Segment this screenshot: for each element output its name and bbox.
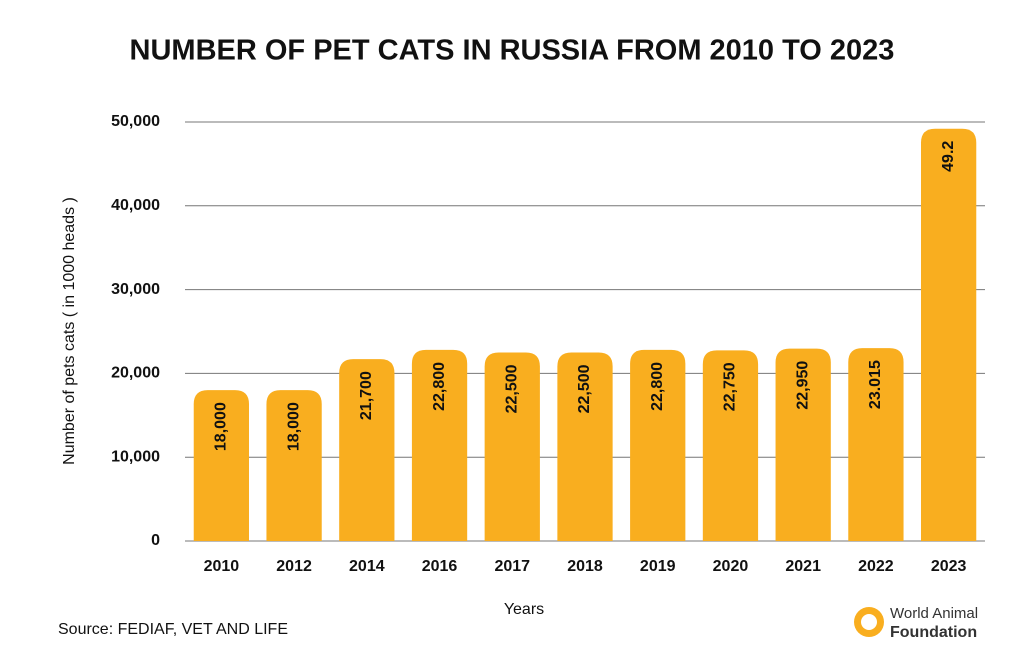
x-tick-label: 2021 <box>785 558 821 575</box>
value-label: 22,950 <box>794 361 811 410</box>
y-tick-label: 0 <box>151 532 160 549</box>
x-tick-label: 2023 <box>931 558 967 575</box>
x-tick-label: 2012 <box>276 558 312 575</box>
value-label: 22,750 <box>722 362 739 411</box>
y-tick-label: 50,000 <box>111 113 160 130</box>
bar <box>702 350 759 541</box>
value-label: 23.015 <box>867 360 884 409</box>
y-axis-label: Number of pets cats ( in 1000 heads ) <box>61 197 78 465</box>
bar <box>557 352 613 541</box>
value-label: 22,800 <box>431 362 448 411</box>
chart-title: NUMBER OF PET CATS IN RUSSIA FROM 2010 T… <box>130 35 895 67</box>
logo-line1: World Animal <box>890 605 978 622</box>
y-tick-label: 10,000 <box>111 448 160 465</box>
x-tick-label: 2010 <box>204 558 240 575</box>
y-tick-label: 40,000 <box>111 197 160 214</box>
value-label: 22,800 <box>649 362 666 411</box>
bar <box>339 359 395 541</box>
x-tick-label: 2017 <box>494 558 530 575</box>
y-tick-label: 30,000 <box>111 281 160 298</box>
x-tick-label: 2019 <box>640 558 676 575</box>
value-label: 18,000 <box>213 402 230 451</box>
value-label: 22,500 <box>503 364 520 413</box>
x-tick-label: 2016 <box>422 558 458 575</box>
bar <box>775 348 831 541</box>
bar <box>411 349 468 541</box>
bar <box>848 348 904 541</box>
value-label: 22,500 <box>576 364 593 413</box>
y-tick-label: 20,000 <box>111 365 160 382</box>
bar <box>266 390 322 541</box>
bar <box>193 390 249 541</box>
logo-line2: Foundation <box>890 624 977 641</box>
value-label: 21,700 <box>358 371 375 420</box>
bar <box>484 352 540 541</box>
bar <box>630 349 686 541</box>
source: Source: FEDIAF, VET AND LIFE <box>58 621 288 638</box>
x-tick-label: 2022 <box>858 558 894 575</box>
value-label: 49.2 <box>940 141 957 172</box>
logo-icon-inner <box>861 614 877 630</box>
x-tick-label: 2018 <box>567 558 603 575</box>
bar <box>921 128 977 542</box>
value-label: 18,000 <box>285 402 302 451</box>
x-tick-label: 2014 <box>349 558 385 575</box>
x-tick-label: 2020 <box>713 558 749 575</box>
logo: World Animal Foundation <box>854 605 978 641</box>
x-axis-label: Years <box>504 601 544 618</box>
